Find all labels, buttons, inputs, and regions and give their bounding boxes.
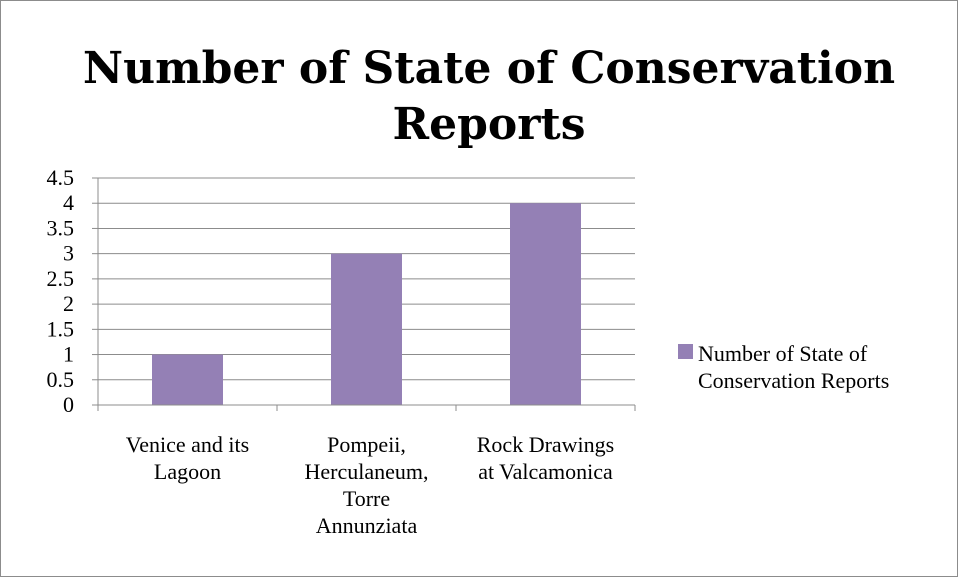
legend-label: Number of State of Conservation Reports <box>698 341 889 393</box>
y-tick-label: 3.5 <box>47 215 75 240</box>
chart-title-line: Reports <box>393 99 586 150</box>
y-tick-label: 2 <box>63 291 74 316</box>
bar <box>152 354 223 405</box>
x-category-label: Rock Drawings at Valcamonica <box>477 432 614 484</box>
y-tick-label: 1.5 <box>47 316 75 341</box>
y-tick-label: 1 <box>63 342 74 367</box>
legend: Number of State of Conservation Reports <box>678 341 889 393</box>
y-axis-tick-labels: 00.511.522.533.544.5 <box>47 165 75 417</box>
bars <box>152 203 581 405</box>
y-tick-label: 4.5 <box>47 165 75 190</box>
x-axis <box>97 404 636 411</box>
x-category-label: Venice and its Lagoon <box>126 432 249 484</box>
y-tick-label: 0 <box>63 392 74 417</box>
legend-swatch <box>678 344 693 359</box>
y-tick-label: 0.5 <box>47 367 75 392</box>
x-axis-category-labels: Venice and its Lagoon Pompeii, Herculaneum,… <box>126 432 614 538</box>
bar <box>331 253 402 405</box>
chart-title-line: Number of State of Conservation <box>83 43 895 94</box>
y-tick-label: 3 <box>63 241 74 266</box>
y-tick-label: 2.5 <box>47 266 75 291</box>
y-tick-label: 4 <box>63 190 74 215</box>
bar <box>510 203 581 405</box>
x-category-label: Pompeii, Herculaneum, Torre Annunziata <box>305 432 429 538</box>
